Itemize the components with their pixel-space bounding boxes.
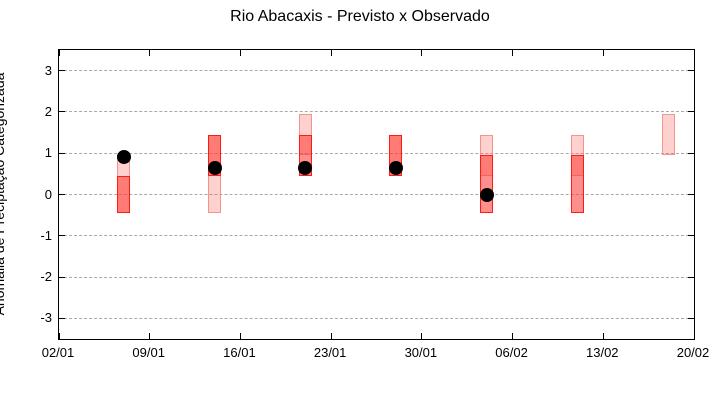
xtick-label: 16/01 bbox=[223, 345, 256, 360]
ytick-label: 0 bbox=[44, 186, 52, 202]
ytick-label: -3 bbox=[40, 310, 52, 326]
ytick-left bbox=[59, 235, 65, 237]
gridline-y-1 bbox=[59, 235, 694, 237]
gridline-y0 bbox=[59, 194, 694, 195]
gridline-y1 bbox=[59, 152, 694, 154]
observado-dot bbox=[388, 160, 403, 175]
ytick-label: 2 bbox=[44, 103, 52, 119]
xtick-top bbox=[58, 50, 60, 56]
gridline-y-2 bbox=[59, 276, 694, 278]
ytick-right bbox=[688, 276, 694, 278]
xtick-top bbox=[602, 50, 604, 56]
xtick-bottom bbox=[693, 333, 695, 339]
xtick-bottom bbox=[512, 333, 514, 339]
xtick-label: 06/02 bbox=[495, 345, 528, 360]
ytick-label: -2 bbox=[40, 269, 52, 285]
observado-dot bbox=[207, 160, 222, 175]
xtick-top bbox=[693, 50, 695, 56]
xtick-top bbox=[512, 50, 514, 56]
xtick-label: 02/01 bbox=[41, 345, 75, 360]
xtick-top bbox=[421, 50, 423, 56]
ytick-right bbox=[688, 235, 694, 237]
xtick-bottom bbox=[149, 333, 151, 339]
bar-previsto-7d bbox=[117, 175, 131, 214]
xtick-label: 30/01 bbox=[404, 345, 438, 360]
xtick-top bbox=[330, 50, 332, 56]
ytick-right bbox=[688, 111, 694, 113]
xtick-bottom bbox=[239, 333, 241, 339]
observado-dot bbox=[479, 187, 494, 202]
plot-area bbox=[58, 49, 695, 340]
ytick-right bbox=[688, 70, 694, 72]
gridline-y-3 bbox=[59, 317, 694, 319]
y-axis-title: Anomalia de Preciptação Categorizada bbox=[0, 72, 7, 316]
gridline-y3 bbox=[59, 70, 694, 72]
ytick-right bbox=[688, 317, 694, 319]
xtick-label: 20/02 bbox=[676, 345, 710, 360]
ytick-label: 3 bbox=[44, 62, 52, 78]
xtick-top bbox=[149, 50, 151, 56]
observado-dot bbox=[298, 160, 313, 175]
ytick-left bbox=[59, 194, 65, 195]
ytick-left bbox=[59, 111, 65, 113]
xtick-bottom bbox=[602, 333, 604, 339]
ytick-right bbox=[688, 152, 694, 154]
ytick-label: -1 bbox=[40, 227, 52, 243]
ytick-left bbox=[59, 70, 65, 72]
ytick-left bbox=[59, 317, 65, 319]
xtick-bottom bbox=[58, 333, 60, 339]
bar-previsto-14d bbox=[661, 113, 675, 156]
legend: Previsto 14D Previsto 7D Observado bbox=[0, 374, 720, 400]
xtick-label: 13/02 bbox=[586, 345, 619, 360]
xtick-label: 23/01 bbox=[313, 345, 347, 360]
ytick-right bbox=[688, 194, 694, 195]
xtick-label: 09/01 bbox=[132, 345, 165, 360]
bar-previsto-7d bbox=[480, 155, 494, 214]
xtick-bottom bbox=[330, 333, 332, 339]
xtick-bottom bbox=[421, 333, 423, 339]
ytick-label: 1 bbox=[44, 145, 52, 161]
xtick-top bbox=[239, 50, 241, 56]
bar-previsto-7d bbox=[570, 155, 584, 214]
chart-title: Rio Abacaxis - Previsto x Observado bbox=[230, 8, 490, 25]
gridline-y2 bbox=[59, 111, 694, 113]
observado-dot bbox=[116, 150, 131, 165]
ytick-left bbox=[59, 152, 65, 154]
ytick-left bbox=[59, 276, 65, 278]
